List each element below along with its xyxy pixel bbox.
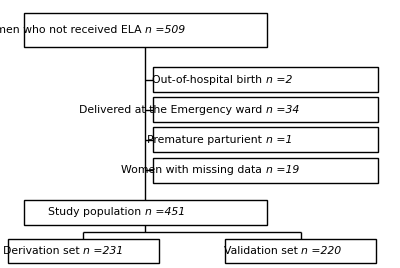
Bar (24, 200, 267, 225)
Text: n =34: n =34 (266, 105, 299, 115)
Bar (24, 13, 267, 47)
Text: Derivation set: Derivation set (3, 246, 83, 256)
Text: n =1: n =1 (266, 135, 292, 145)
Bar (153, 67, 378, 92)
Text: Out-of-hospital birth: Out-of-hospital birth (152, 75, 266, 84)
Text: Study population: Study population (48, 207, 145, 217)
Text: Delivered at the Emergency ward: Delivered at the Emergency ward (79, 105, 266, 115)
Text: n =451: n =451 (145, 207, 185, 217)
Bar (153, 128, 378, 152)
Bar (8, 239, 159, 263)
Text: n =220: n =220 (301, 246, 341, 256)
Text: Premature parturient: Premature parturient (147, 135, 266, 145)
Text: n =509: n =509 (145, 25, 185, 35)
Text: n =19: n =19 (266, 165, 299, 175)
Text: Women with missing data: Women with missing data (121, 165, 266, 175)
Text: Validation set: Validation set (224, 246, 301, 256)
Bar (153, 158, 378, 183)
Text: n =231: n =231 (83, 246, 124, 256)
Bar (226, 239, 376, 263)
Bar (153, 97, 378, 122)
Text: No. of women who not received ELA: No. of women who not received ELA (0, 25, 145, 35)
Text: n =2: n =2 (266, 75, 292, 84)
